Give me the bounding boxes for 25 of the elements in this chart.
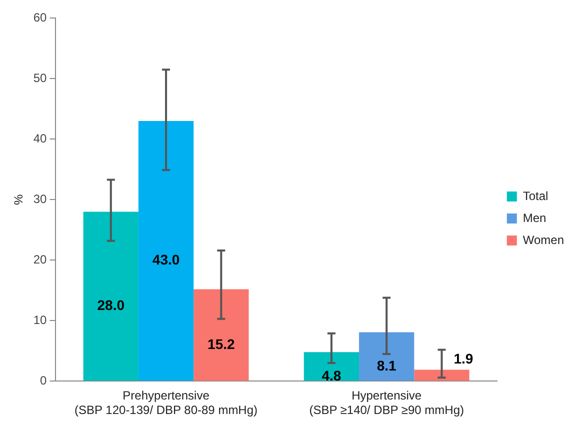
bar	[359, 332, 414, 381]
bar	[83, 212, 138, 381]
y-tick-label: 40	[33, 132, 48, 146]
data-label: 4.8	[322, 367, 342, 384]
legend-label: Total	[522, 188, 548, 203]
y-tick-label: 20	[33, 252, 48, 267]
data-label: 8.1	[376, 357, 397, 374]
data-label: 43.0	[152, 252, 180, 268]
y-tick-label: 50	[33, 71, 48, 86]
y-tick-label: 60	[33, 10, 48, 25]
data-label: 15.2	[208, 336, 236, 352]
legend-label: Men	[522, 210, 546, 225]
data-label: 1.9	[454, 350, 474, 367]
bar	[414, 370, 470, 381]
y-tick-label: 30	[33, 192, 48, 206]
bar	[304, 352, 360, 381]
x-tick-label: Prehypertensive (SBP 120-139/ DBP 80-89 mmHg)	[74, 388, 258, 418]
legend-label: Women	[522, 232, 564, 247]
x-tick-label: Hypertensive (SBP ≥140/ DBP ≥90 mmHg)	[309, 388, 464, 418]
bar	[194, 289, 249, 381]
data-label: 28.0	[97, 297, 125, 314]
bar	[138, 121, 194, 381]
y-axis-title: %	[12, 194, 26, 206]
y-tick-label: 0	[40, 374, 48, 388]
y-tick-label: 10	[33, 313, 48, 328]
